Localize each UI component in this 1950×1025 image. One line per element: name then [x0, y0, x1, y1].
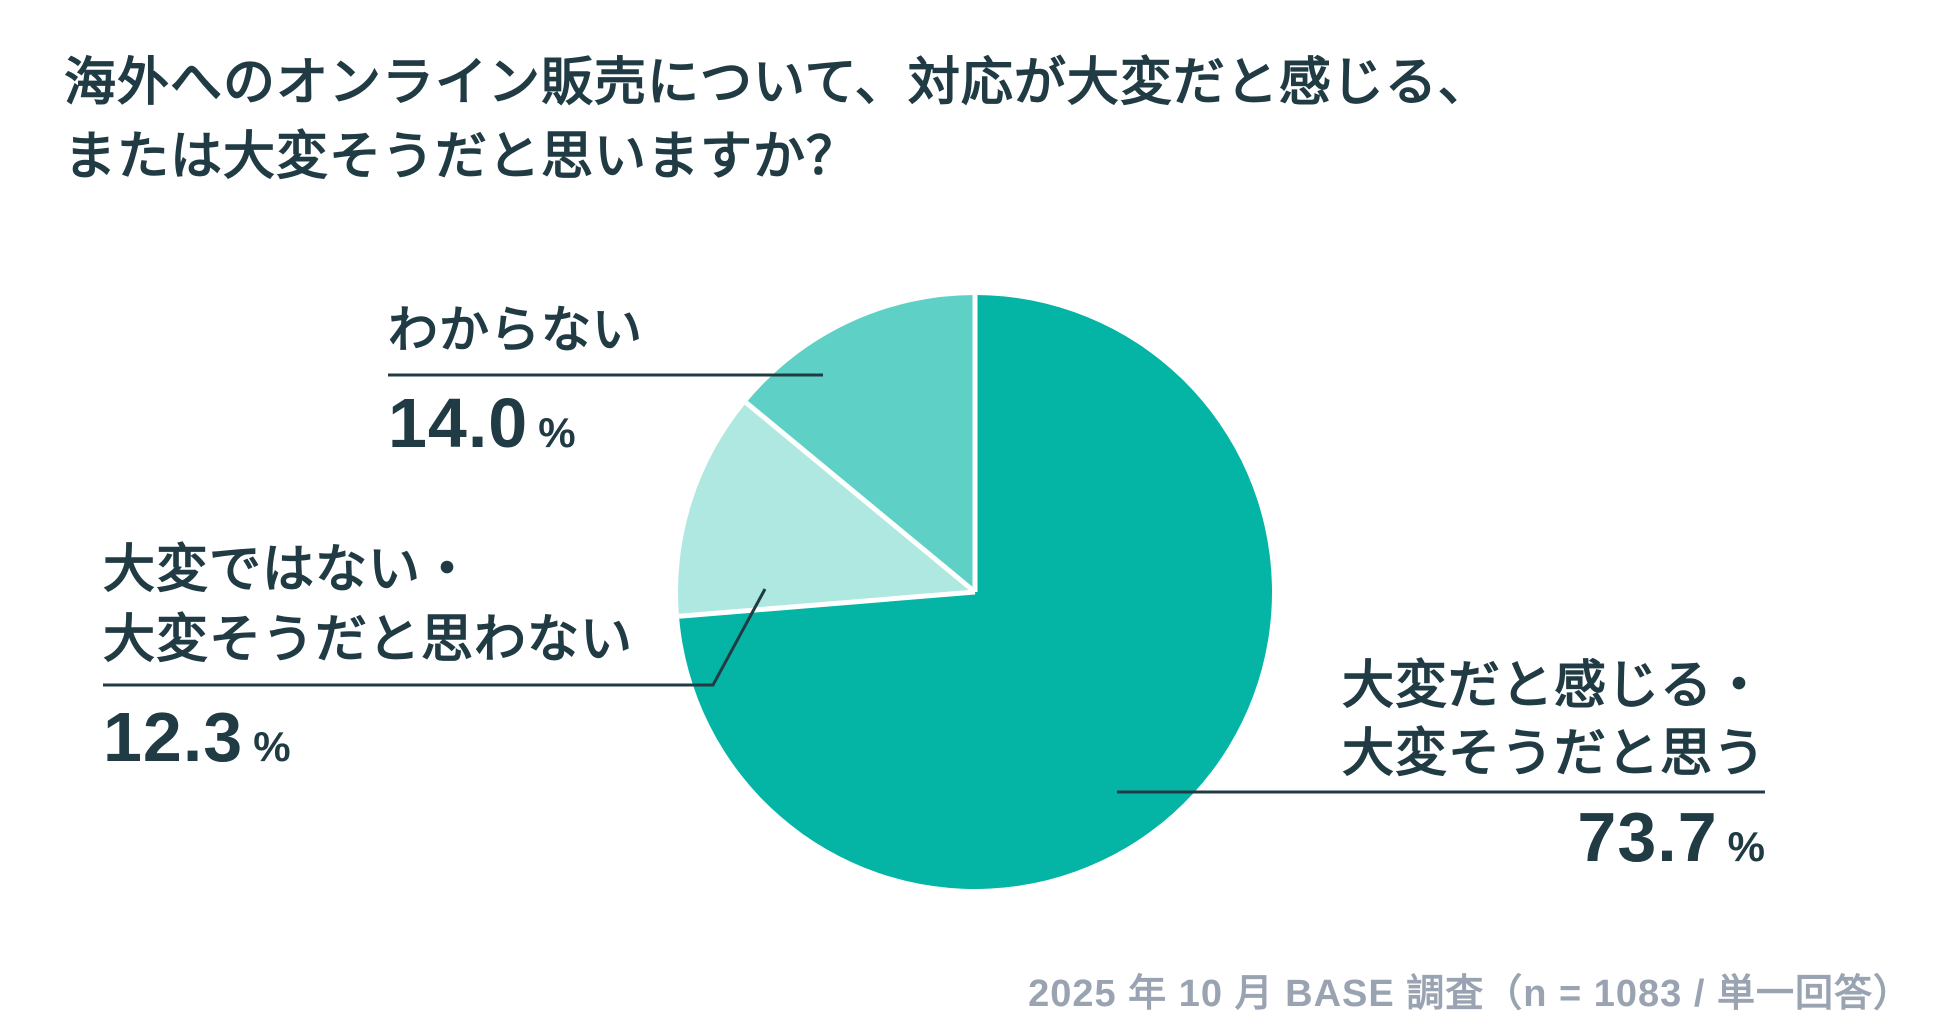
slice-label-hard-line2: 大変そうだと思う: [1342, 725, 1767, 783]
slice-label-not-hard-line1: 大変ではない・: [103, 541, 475, 599]
page-title: 海外へのオンライン販売について、対応が大変だと感じる、 または大変そうだと思います…: [64, 46, 1491, 194]
pie-slice-2: [746, 295, 975, 592]
title-line-1: 海外へのオンライン販売について、対応が大変だと感じる、: [64, 54, 1491, 112]
slice-value-not-hard-number: 12.3: [103, 698, 244, 776]
source-note: 2025 年 10 月 BASE 調査（n = 1083 / 単一回答）: [1028, 973, 1912, 1015]
pie-slice-1: [678, 402, 975, 617]
slice-value-not-hard: 12.3%: [103, 702, 291, 772]
slice-value-unknown-unit: %: [538, 409, 576, 456]
slice-label-not-hard: 大変ではない・大変そうだと思わない: [103, 535, 633, 675]
pie-slice-separator: [744, 400, 977, 594]
slice-value-unknown: 14.0%: [388, 388, 576, 458]
slice-value-not-hard-unit: %: [253, 723, 291, 770]
slice-label-hard-line1: 大変だと感じる・: [1342, 657, 1767, 715]
slice-value-unknown-number: 14.0: [388, 384, 529, 462]
slice-label-unknown: わからない: [388, 302, 643, 358]
slice-value-hard-number: 73.7: [1577, 798, 1718, 876]
pie-chart: [678, 295, 1272, 889]
pie-slice-0: [678, 295, 1272, 889]
slice-label-hard: 大変だと感じる・ 大変そうだと思う: [1342, 652, 1766, 788]
slice-value-hard: 73.7%: [1117, 802, 1765, 872]
pie-slice-separator: [678, 589, 976, 619]
slice-value-hard-unit: %: [1727, 823, 1765, 870]
slice-label-not-hard-line2: 大変そうだと思わない: [103, 611, 634, 669]
title-line-2: または大変そうだと思いますか？: [64, 128, 860, 186]
